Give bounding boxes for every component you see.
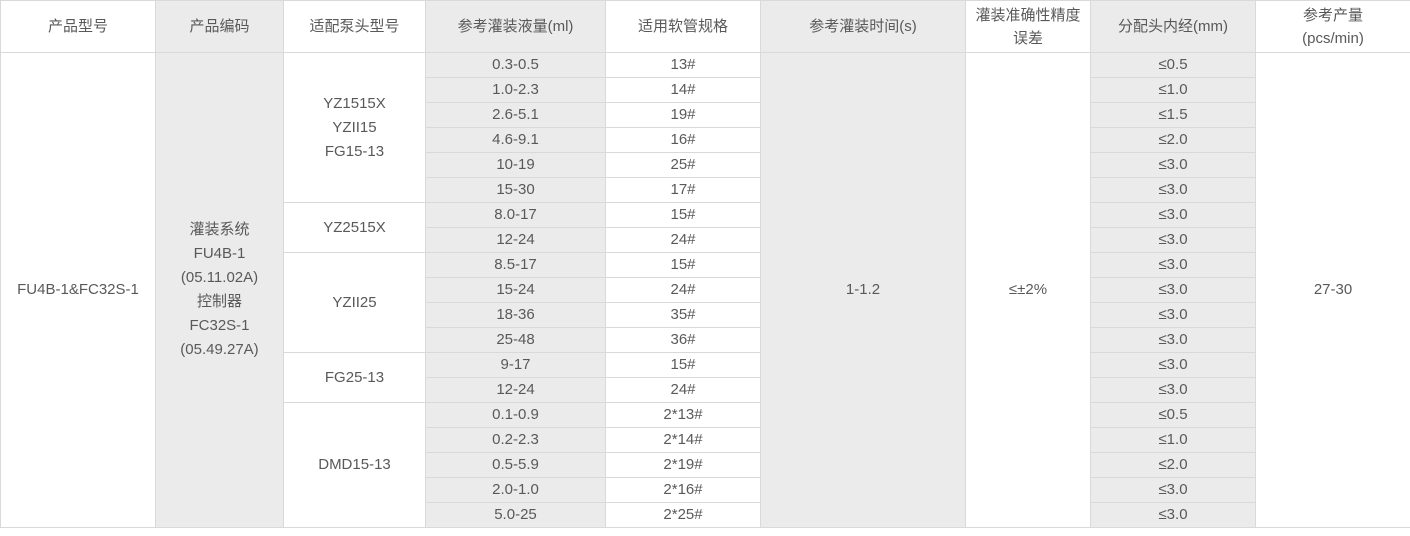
diameter-cell: ≤3.0	[1090, 252, 1256, 278]
diameter-cell: ≤2.0	[1090, 452, 1256, 478]
diameter-cell: ≤1.0	[1090, 77, 1256, 103]
tube-cell: 2*19#	[605, 452, 761, 478]
volume-cell: 4.6-9.1	[425, 127, 606, 153]
tube-cell: 19#	[605, 102, 761, 128]
pump-group-cell: YZ2515X	[283, 202, 426, 253]
diameter-cell: ≤3.0	[1090, 377, 1256, 403]
volume-cell: 0.1-0.9	[425, 402, 606, 428]
tube-cell: 24#	[605, 277, 761, 303]
volume-cell: 25-48	[425, 327, 606, 353]
pump-group-cell: DMD15-13	[283, 402, 426, 528]
tube-cell: 25#	[605, 152, 761, 178]
volume-cell: 8.0-17	[425, 202, 606, 228]
accuracy-cell: ≤±2%	[965, 52, 1091, 528]
diameter-cell: ≤3.0	[1090, 177, 1256, 203]
fill-time-cell: 1-1.2	[760, 52, 966, 528]
product-model-cell: FU4B-1&FC32S-1	[0, 52, 156, 528]
table-row: 4.6-9.1 16# ≤2.0	[1, 127, 1410, 153]
volume-cell: 18-36	[425, 302, 606, 328]
header-product-model: 产品型号	[0, 0, 156, 53]
tube-cell: 16#	[605, 127, 761, 153]
tube-cell: 13#	[605, 52, 761, 78]
header-output: 参考产量 (pcs/min)	[1255, 0, 1410, 53]
volume-cell: 2.6-5.1	[425, 102, 606, 128]
tube-cell: 24#	[605, 377, 761, 403]
header-accuracy: 灌装准确性精度误差	[965, 0, 1091, 53]
diameter-cell: ≤3.0	[1090, 477, 1256, 503]
tube-cell: 2*25#	[605, 502, 761, 528]
volume-cell: 0.3-0.5	[425, 52, 606, 78]
volume-cell: 0.2-2.3	[425, 427, 606, 453]
table-row: 0.2-2.3 2*14# ≤1.0	[1, 427, 1410, 453]
table-row: 10-19 25# ≤3.0	[1, 152, 1410, 178]
tube-cell: 35#	[605, 302, 761, 328]
diameter-cell: ≤0.5	[1090, 52, 1256, 78]
volume-cell: 12-24	[425, 377, 606, 403]
volume-cell: 10-19	[425, 152, 606, 178]
header-dispense-head-diameter: 分配头内经(mm)	[1090, 0, 1256, 53]
tube-cell: 15#	[605, 252, 761, 278]
header-fill-volume: 参考灌装液量(ml)	[425, 0, 606, 53]
diameter-cell: ≤3.0	[1090, 152, 1256, 178]
diameter-cell: ≤2.0	[1090, 127, 1256, 153]
pump-group-cell: YZII25	[283, 252, 426, 353]
volume-cell: 0.5-5.9	[425, 452, 606, 478]
tube-cell: 2*13#	[605, 402, 761, 428]
volume-cell: 5.0-25	[425, 502, 606, 528]
tube-cell: 15#	[605, 202, 761, 228]
header-pump-head-model: 适配泵头型号	[283, 0, 426, 53]
tube-cell: 15#	[605, 352, 761, 378]
table-row: FG25-13 9-17 15# ≤3.0	[1, 352, 1410, 403]
output-cell: 27-30	[1255, 52, 1410, 528]
table-row: FU4B-1&FC32S-1 灌装系统 FU4B-1 (05.11.02A) 控…	[0, 52, 1410, 528]
table-row: 12-24 24# ≤3.0	[1, 227, 1410, 253]
volume-cell: 9-17	[425, 352, 606, 378]
tube-cell: 24#	[605, 227, 761, 253]
table-row: 1.0-2.3 14# ≤1.0	[1, 77, 1410, 103]
diameter-cell: ≤3.0	[1090, 202, 1256, 228]
diameter-cell: ≤3.0	[1090, 352, 1256, 378]
diameter-cell: ≤3.0	[1090, 277, 1256, 303]
table-row: DMD15-13 0.1-0.9 2*13# ≤0.5	[1, 402, 1410, 528]
diameter-cell: ≤1.0	[1090, 427, 1256, 453]
header-product-code: 产品编码	[155, 0, 284, 53]
header-fill-time: 参考灌装时间(s)	[760, 0, 966, 53]
diameter-cell: ≤0.5	[1090, 402, 1256, 428]
volume-cell: 1.0-2.3	[425, 77, 606, 103]
tube-cell: 36#	[605, 327, 761, 353]
table-body: FU4B-1&FC32S-1 灌装系统 FU4B-1 (05.11.02A) 控…	[0, 52, 1410, 528]
diameter-cell: ≤3.0	[1090, 227, 1256, 253]
table-row: YZII25 8.5-17 15# ≤3.0	[1, 252, 1410, 353]
header-row: 产品型号 产品编码 适配泵头型号 参考灌装液量(ml) 适用软管规格 参考灌装时…	[0, 0, 1410, 53]
table-row: 18-36 35# ≤3.0	[1, 302, 1410, 328]
diameter-cell: ≤3.0	[1090, 327, 1256, 353]
pump-group-cell: YZ1515X YZII15 FG15-13	[283, 52, 426, 203]
volume-cell: 2.0-1.0	[425, 477, 606, 503]
volume-cell: 15-30	[425, 177, 606, 203]
table-row: 0.5-5.9 2*19# ≤2.0	[1, 452, 1410, 478]
header-tube-spec: 适用软管规格	[605, 0, 761, 53]
table-row: 2.0-1.0 2*16# ≤3.0	[1, 477, 1410, 503]
diameter-cell: ≤1.5	[1090, 102, 1256, 128]
volume-cell: 15-24	[425, 277, 606, 303]
table-row: 15-30 17# ≤3.0	[1, 177, 1410, 203]
table-row: 25-48 36# ≤3.0	[1, 327, 1410, 353]
tube-cell: 17#	[605, 177, 761, 203]
product-code-cell: 灌装系统 FU4B-1 (05.11.02A) 控制器 FC32S-1 (05.…	[155, 52, 284, 528]
table-header: 产品型号 产品编码 适配泵头型号 参考灌装液量(ml) 适用软管规格 参考灌装时…	[0, 0, 1410, 53]
volume-cell: 12-24	[425, 227, 606, 253]
diameter-cell: ≤3.0	[1090, 502, 1256, 528]
volume-cell: 8.5-17	[425, 252, 606, 278]
tube-cell: 2*14#	[605, 427, 761, 453]
table-row: 2.6-5.1 19# ≤1.5	[1, 102, 1410, 128]
tube-cell: 2*16#	[605, 477, 761, 503]
pump-group-cell: FG25-13	[283, 352, 426, 403]
table-row: YZ2515X 8.0-17 15# ≤3.0	[1, 202, 1410, 253]
table-row: 15-24 24# ≤3.0	[1, 277, 1410, 303]
tube-cell: 14#	[605, 77, 761, 103]
table-row: 5.0-25 2*25# ≤3.0	[1, 502, 1410, 528]
diameter-cell: ≤3.0	[1090, 302, 1256, 328]
